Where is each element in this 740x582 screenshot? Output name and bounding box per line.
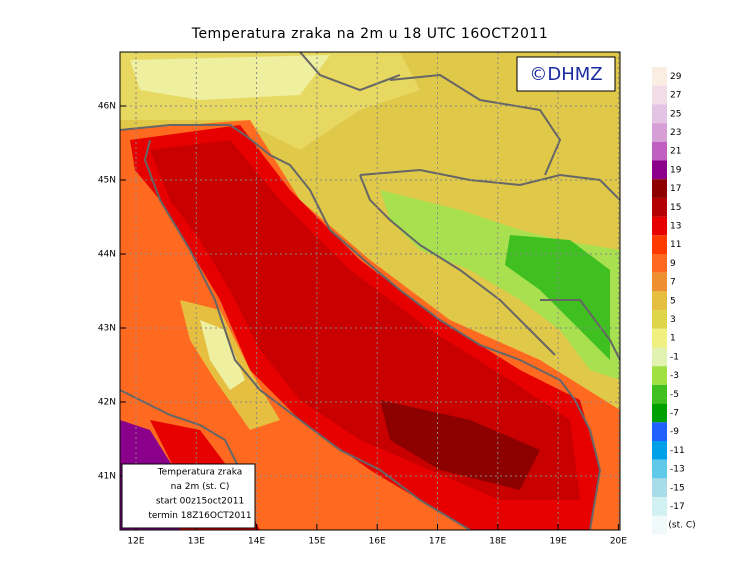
colorbar-label: 21 bbox=[670, 147, 681, 157]
colorbar-swatch bbox=[652, 422, 667, 441]
info-box bbox=[121, 463, 256, 529]
colorbar-label: 13 bbox=[670, 221, 681, 231]
lat-label: 46N bbox=[98, 102, 116, 112]
colorbar-swatch bbox=[652, 310, 667, 329]
lon-label: 13E bbox=[188, 537, 205, 547]
land-field bbox=[505, 235, 610, 360]
colorbar-swatch bbox=[652, 328, 667, 348]
land-field bbox=[200, 320, 245, 390]
colorbar-label: 5 bbox=[670, 296, 676, 306]
colorbar-swatch bbox=[652, 179, 667, 198]
colorbar-label: 27 bbox=[670, 91, 681, 101]
colorbar-label: -3 bbox=[670, 371, 679, 381]
colorbar-swatch bbox=[652, 366, 667, 385]
temperature-field bbox=[120, 52, 620, 530]
colorbar-label: -13 bbox=[670, 465, 685, 475]
colorbar-label: -9 bbox=[670, 427, 679, 437]
colorbar-unit: (st. C) bbox=[668, 521, 695, 531]
sea-field bbox=[380, 400, 540, 490]
colorbar-swatch bbox=[652, 85, 667, 105]
colorbar-label: 19 bbox=[670, 165, 682, 175]
lon-label: 14E bbox=[248, 537, 265, 547]
logo: ©DHMZ bbox=[529, 64, 602, 85]
colorbar-label: -11 bbox=[670, 446, 685, 456]
lat-label: 43N bbox=[98, 324, 116, 334]
logo-box bbox=[516, 56, 616, 92]
info-line: start 00z15oct2011 bbox=[156, 497, 244, 507]
colorbar-swatch bbox=[652, 67, 667, 86]
colorbar-swatch bbox=[652, 141, 667, 161]
title: Temperatura zraka na 2m u 18 UTC 16OCT20… bbox=[191, 26, 548, 42]
colorbar-swatch bbox=[652, 104, 667, 124]
colorbar-swatch bbox=[652, 197, 667, 217]
colorbar-label: 15 bbox=[670, 203, 681, 213]
colorbar-label: 11 bbox=[670, 240, 681, 250]
lon-label: 20E bbox=[610, 537, 627, 547]
colorbar: 29 27 25 23 21 19 17 15 13 11 9 7 5 3 1 -1 -3 -5 -7 -9 -11 -1… bbox=[652, 67, 685, 535]
colorbar-swatch bbox=[652, 478, 667, 498]
colorbar-swatch bbox=[652, 216, 667, 236]
lon-label: 18E bbox=[489, 537, 506, 547]
colorbar-swatch bbox=[652, 291, 667, 311]
map-frame bbox=[119, 51, 621, 531]
colorbar-label: -15 bbox=[670, 483, 685, 493]
colorbar-swatch bbox=[652, 441, 667, 460]
land-field bbox=[380, 190, 620, 380]
colorbar-swatch bbox=[652, 347, 667, 367]
lon-label: 16E bbox=[369, 537, 386, 547]
info-line: Temperatura zraka bbox=[157, 468, 243, 478]
colorbar-swatch bbox=[652, 497, 667, 516]
colorbar-swatch bbox=[652, 123, 667, 142]
colorbar-label: -17 bbox=[670, 502, 685, 512]
lat-label: 42N bbox=[98, 398, 116, 408]
graticule: 46N 45N 44N 43N 42N 41N 12E 13E 14E 15E 16E 17E 18E 1… bbox=[98, 52, 627, 547]
colorbar-label: -7 bbox=[670, 408, 679, 418]
colorbar-swatch bbox=[652, 160, 667, 180]
lon-label: 15E bbox=[308, 537, 325, 547]
sea-field bbox=[150, 140, 580, 500]
land-field bbox=[130, 55, 330, 100]
lon-label: 17E bbox=[429, 537, 446, 547]
colorbar-label: 29 bbox=[670, 72, 682, 82]
colorbar-label: 1 bbox=[670, 334, 676, 344]
lat-label: 44N bbox=[98, 250, 116, 260]
borders bbox=[120, 52, 620, 530]
colorbar-label: 17 bbox=[670, 184, 681, 194]
colorbar-swatch bbox=[652, 272, 667, 292]
lon-label: 12E bbox=[127, 537, 144, 547]
lat-label: 45N bbox=[98, 176, 116, 186]
colorbar-swatch bbox=[652, 403, 667, 423]
lat-label: 41N bbox=[98, 472, 116, 482]
colorbar-label: 3 bbox=[670, 315, 676, 325]
info-line: na 2m (st. C) bbox=[171, 482, 230, 492]
colorbar-swatch bbox=[652, 254, 667, 273]
colorbar-label: 23 bbox=[670, 128, 681, 138]
colorbar-swatch bbox=[652, 235, 667, 254]
colorbar-label: 9 bbox=[670, 259, 676, 269]
colorbar-swatch bbox=[652, 515, 667, 535]
colorbar-label: 25 bbox=[670, 109, 681, 119]
lon-label: 19E bbox=[550, 537, 567, 547]
colorbar-label: -1 bbox=[670, 352, 679, 362]
colorbar-swatch bbox=[652, 384, 667, 404]
info-line: termin 18Z16OCT2011 bbox=[148, 511, 251, 521]
info-lines: Temperatura zraka na 2m (st. C) start 00z1… bbox=[148, 468, 251, 522]
colorbar-label: 7 bbox=[670, 278, 676, 288]
colorbar-label: -5 bbox=[670, 390, 679, 400]
colorbar-swatch bbox=[652, 459, 667, 479]
